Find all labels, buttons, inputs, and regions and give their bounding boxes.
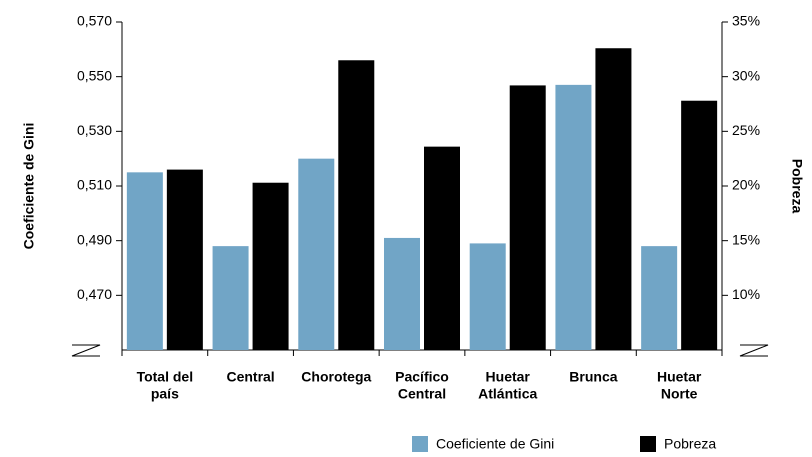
axis-break xyxy=(739,344,769,357)
x-tick-label: Central xyxy=(398,386,446,402)
x-tick-label: Central xyxy=(226,369,274,385)
y-tick-label: 0,550 xyxy=(77,67,112,83)
bar xyxy=(126,172,163,350)
y2-tick-label: 25% xyxy=(732,122,760,138)
axis-break xyxy=(71,344,101,357)
y2-tick-label: 30% xyxy=(732,67,760,83)
x-tick-label: Total del xyxy=(137,369,194,385)
bar xyxy=(298,158,335,350)
x-tick-label: Huetar xyxy=(657,369,702,385)
bar xyxy=(509,85,546,350)
x-tick-label: país xyxy=(151,386,179,402)
y2-tick-label: 15% xyxy=(732,231,760,247)
x-tick-label: Atlántica xyxy=(478,386,537,402)
bar xyxy=(338,60,375,351)
x-tick-label: Huetar xyxy=(486,369,531,385)
y2-tick-label: 35% xyxy=(732,13,760,29)
x-tick-label: Norte xyxy=(661,386,698,402)
y2-axis-title: Pobreza xyxy=(789,159,805,214)
x-tick-label: Pacífico xyxy=(395,369,449,385)
bar xyxy=(681,100,718,350)
y-tick-label: 0,530 xyxy=(77,122,112,138)
y2-tick-label: 10% xyxy=(732,286,760,302)
y-tick-label: 0,490 xyxy=(77,231,112,247)
x-tick-label: Brunca xyxy=(569,369,617,385)
bar xyxy=(595,48,632,351)
legend-label: Pobreza xyxy=(664,436,716,452)
bar xyxy=(424,146,460,350)
y-tick-label: 0,470 xyxy=(77,286,112,302)
legend-label: Coeficiente de Gini xyxy=(436,436,554,452)
bar xyxy=(469,243,506,350)
bar xyxy=(166,169,203,350)
y-tick-label: 0,510 xyxy=(77,177,112,193)
y-axis-title: Coeficiente de Gini xyxy=(21,123,37,250)
y-tick-label: 0,570 xyxy=(77,13,112,29)
bar xyxy=(641,246,678,350)
legend-swatch xyxy=(640,436,656,452)
bar xyxy=(384,237,420,350)
bar xyxy=(555,84,592,350)
legend-swatch xyxy=(412,436,428,452)
bar xyxy=(212,246,249,350)
y2-tick-label: 20% xyxy=(732,177,760,193)
x-tick-label: Chorotega xyxy=(301,369,371,385)
bar xyxy=(252,182,289,350)
